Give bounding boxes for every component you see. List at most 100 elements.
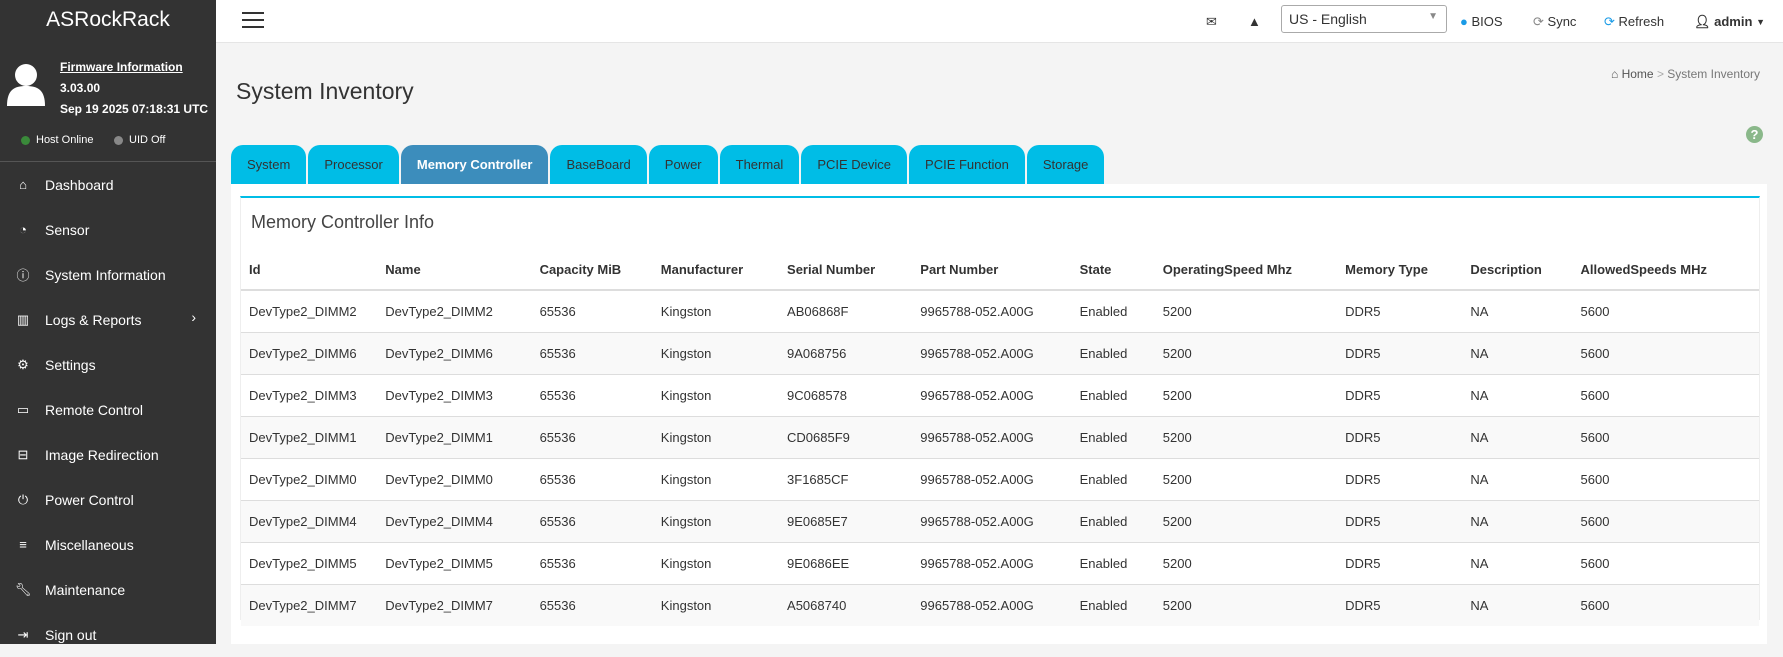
sidebar-item-label: System Information [45, 266, 166, 283]
firmware-information-link[interactable]: Firmware Information [60, 60, 183, 74]
messages-icon[interactable]: ✉ [1206, 13, 1217, 29]
sidebar-item-miscellaneous[interactable]: ≡ Miscellaneous [0, 522, 216, 567]
language-select[interactable]: US - English ▼ [1281, 5, 1447, 33]
table-cell: NA [1462, 415, 1573, 458]
table-cell: NA [1462, 457, 1573, 500]
table-cell: Enabled [1071, 373, 1155, 416]
power-icon: ⏻ [17, 491, 29, 507]
tab-storage[interactable]: Storage [1026, 145, 1105, 184]
breadcrumb-separator: > [1656, 67, 1664, 81]
column-header: Capacity MiB [531, 250, 653, 291]
refresh-button[interactable]: ⟳ Refresh [1604, 0, 1664, 43]
sign-out-icon: ⇥ [17, 626, 29, 642]
sidebar: ASRockRack Firmware Information 3.03.00 … [0, 0, 216, 644]
sidebar-item-sign-out[interactable]: ⇥ Sign out [0, 612, 216, 657]
table-cell: DevType2_DIMM3 [241, 373, 378, 416]
table-cell: Kingston [652, 457, 780, 500]
table-cell: DevType2_DIMM5 [377, 541, 532, 584]
table-row: DevType2_DIMM6 DevType2_DIMM6 65536 Kingsto… [241, 331, 1759, 374]
tab-processor[interactable]: Processor [308, 145, 399, 184]
table-cell: 9965788-052.A00G [912, 331, 1072, 374]
table-cell: DDR5 [1337, 289, 1463, 332]
sidebar-divider [0, 161, 216, 162]
tab-memory-controller[interactable]: Memory Controller [400, 145, 549, 184]
refresh-icon: ⟳ [1604, 13, 1615, 29]
top-bar: ✉ ▲ US - English ▼ ● BIOS ⟳ Sync ⟳ Refres… [216, 0, 1783, 43]
sidebar-item-logs-reports[interactable]: ▥ Logs & Reports › [0, 297, 216, 342]
table-cell: 5600 [1572, 499, 1759, 542]
uid-status-dot-icon [114, 135, 123, 145]
table-cell: 5200 [1154, 289, 1338, 332]
tab-system[interactable]: System [231, 145, 307, 184]
sync-button[interactable]: ⟳ Sync [1533, 0, 1576, 43]
table-cell: NA [1462, 541, 1573, 584]
language-select-value: US - English [1289, 11, 1367, 27]
table-cell: NA [1462, 331, 1573, 374]
table-cell: 9965788-052.A00G [912, 415, 1072, 458]
uid-status: UID Off [114, 134, 165, 146]
sidebar-item-label: Sensor [45, 221, 90, 238]
tab-thermal[interactable]: Thermal [719, 145, 800, 184]
table-cell: DevType2_DIMM4 [241, 499, 378, 542]
column-header: OperatingSpeed Mhz [1154, 250, 1338, 291]
content-panel: Memory Controller Info Id Name Capacity Mi… [231, 184, 1767, 644]
table-cell: A5068740 [779, 583, 913, 626]
table-row: DevType2_DIMM2 DevType2_DIMM2 65536 Kingsto… [241, 289, 1759, 332]
sidebar-item-dashboard[interactable]: ⌂ Dashboard [0, 162, 216, 207]
tab-power[interactable]: Power [648, 145, 718, 184]
breadcrumb-home[interactable]: Home [1621, 67, 1654, 81]
table-cell: Enabled [1071, 499, 1155, 542]
sidebar-item-sensor[interactable]: ◔ Sensor [0, 207, 216, 252]
table-cell: DDR5 [1337, 499, 1463, 542]
help-icon[interactable]: ? [1746, 126, 1763, 143]
brand-logo: ASRockRack [46, 8, 170, 31]
table-cell: Enabled [1071, 457, 1155, 500]
table-cell: DDR5 [1337, 457, 1463, 500]
sidebar-item-label: Sign out [45, 626, 97, 643]
bios-button[interactable]: ● BIOS [1460, 0, 1503, 43]
alert-icon[interactable]: ▲ [1248, 14, 1261, 29]
table-cell: DevType2_DIMM7 [241, 583, 378, 626]
tab-baseboard[interactable]: BaseBoard [550, 145, 647, 184]
tab-pcie-device[interactable]: PCIE Device [801, 145, 908, 184]
table-cell: 9965788-052.A00G [912, 457, 1072, 500]
table-cell: DevType2_DIMM5 [241, 541, 378, 584]
table-cell: 5200 [1154, 373, 1338, 416]
table-cell: Enabled [1071, 331, 1155, 374]
table-cell: DevType2_DIMM6 [377, 331, 532, 374]
table-cell: NA [1462, 373, 1573, 416]
table-cell: DDR5 [1337, 583, 1463, 626]
table-cell: 65536 [531, 373, 653, 416]
table-cell: 5600 [1572, 541, 1759, 584]
table-cell: DevType2_DIMM1 [377, 415, 532, 458]
sidebar-item-system-information[interactable]: ⓘ System Information [0, 252, 216, 297]
panel-title: Memory Controller Info [251, 212, 435, 232]
table-cell: 5600 [1572, 289, 1759, 332]
sidebar-item-maintenance[interactable]: 🔧︎ Maintenance [0, 567, 216, 612]
sidebar-item-settings[interactable]: ⚙ Settings [0, 342, 216, 387]
sidebar-item-power-control[interactable]: ⏻ Power Control [0, 477, 216, 522]
firmware-version: 3.03.00 [60, 81, 101, 95]
drive-icon: ⊟ [17, 446, 29, 462]
sidebar-item-label: Power Control [45, 491, 134, 508]
sidebar-menu: ⌂ Dashboard ◔ Sensor ⓘ System Information ▥… [0, 162, 216, 657]
list-icon: ≡ [19, 537, 27, 552]
table-cell: 65536 [531, 541, 653, 584]
column-header: Description [1462, 250, 1573, 291]
sidebar-item-image-redirection[interactable]: ⊟ Image Redirection [0, 432, 216, 477]
table-cell: 65536 [531, 415, 653, 458]
gear-icon: ⚙ [17, 356, 29, 372]
hamburger-menu-icon[interactable] [242, 12, 264, 28]
table-cell: 5600 [1572, 331, 1759, 374]
table-cell: 9965788-052.A00G [912, 289, 1072, 332]
user-menu[interactable]: 👤︎ admin ▼ [1694, 0, 1765, 43]
column-header: Manufacturer [652, 250, 780, 291]
bios-label: BIOS [1471, 14, 1503, 29]
sidebar-item-label: Image Redirection [45, 446, 159, 463]
table-cell: 5200 [1154, 415, 1338, 458]
breadcrumb-current: System Inventory [1667, 67, 1760, 81]
table-cell: 9965788-052.A00G [912, 373, 1072, 416]
tab-pcie-function[interactable]: PCIE Function [909, 145, 1025, 184]
sidebar-item-remote-control[interactable]: ▭ Remote Control [0, 387, 216, 432]
chevron-right-icon: › [191, 309, 196, 325]
